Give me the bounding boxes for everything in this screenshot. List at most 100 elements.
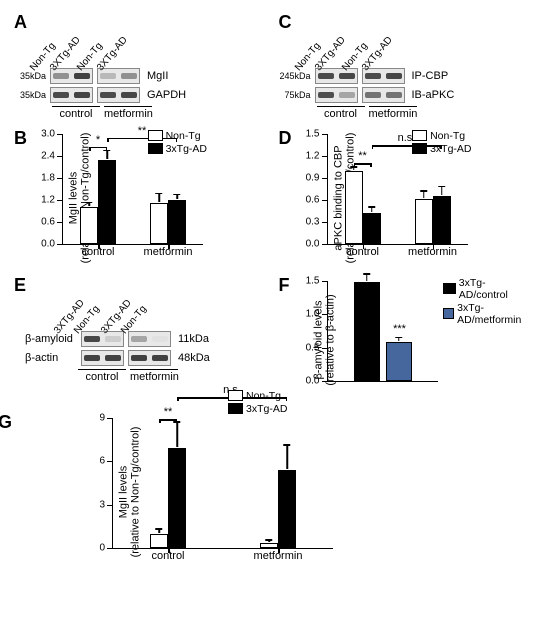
bar xyxy=(345,171,363,244)
band xyxy=(74,92,90,98)
y-tick-label: 0.0 xyxy=(33,239,55,250)
y-tick-label: 1.5 xyxy=(298,276,320,287)
band xyxy=(53,92,69,98)
legend-swatch xyxy=(148,130,163,141)
bar xyxy=(80,207,98,244)
kda-label: 11kDa xyxy=(178,333,209,345)
band-group xyxy=(315,87,358,103)
legend-swatch xyxy=(228,390,243,401)
legend-label: Non-Tg xyxy=(166,130,201,142)
row-label: IB-aPKC xyxy=(412,89,455,101)
panel-g: G MgII levels(relative to Non-Tg/control… xyxy=(12,412,533,571)
band xyxy=(339,92,355,98)
panel-d: D aPKC binding to CBP(relative to Non-Tg… xyxy=(277,128,534,267)
band-group xyxy=(50,87,93,103)
condition-label: metformin xyxy=(104,106,152,120)
legend-swatch xyxy=(412,130,427,141)
y-tick-label: 1.0 xyxy=(298,309,320,320)
bar xyxy=(168,448,186,548)
x-tick-label: metformin xyxy=(223,548,333,562)
y-tick-label: 1.5 xyxy=(298,129,320,140)
blot-c: Non-Tg3XTg-ADNon-Tg3XTg-AD245kDaIP-CBP75… xyxy=(277,12,534,120)
y-tick-label: 1.2 xyxy=(33,195,55,206)
row-label: β-actin xyxy=(25,352,77,364)
band-group xyxy=(81,350,124,366)
significance-label: ** xyxy=(154,406,182,418)
kda-label: 35kDa xyxy=(12,90,46,100)
x-tick-label: control xyxy=(328,244,398,258)
bar xyxy=(433,196,451,244)
y-tick-label: 0.5 xyxy=(298,342,320,353)
band xyxy=(105,355,121,361)
x-tick-label: metformin xyxy=(133,244,203,258)
panel-f: F β-amyloid levels(relative to β-actin)0… xyxy=(277,275,534,404)
y-tick-label: 1.2 xyxy=(298,151,320,162)
legend-swatch xyxy=(228,403,243,414)
legend-swatch xyxy=(412,143,427,154)
blot-e: 3XTg-ADNon-Tg3XTg-ADNon-Tgβ-amyloid11kDa… xyxy=(12,275,269,383)
band-group xyxy=(97,87,140,103)
panel-c: C Non-Tg3XTg-ADNon-Tg3XTg-AD245kDaIP-CBP… xyxy=(277,12,534,120)
y-tick-label: 0.6 xyxy=(298,195,320,206)
kda-label: 48kDa xyxy=(178,352,210,364)
condition-label: control xyxy=(317,106,365,120)
band xyxy=(152,355,168,361)
band xyxy=(84,355,100,361)
condition-label: metformin xyxy=(369,106,417,120)
band xyxy=(318,92,334,98)
bar: *** xyxy=(386,342,412,381)
significance-label: *** xyxy=(387,323,413,335)
panel-c-label: C xyxy=(279,12,292,33)
row-label: GAPDH xyxy=(147,89,186,101)
bar xyxy=(354,282,380,381)
legend-swatch xyxy=(443,308,455,319)
band-group xyxy=(128,350,171,366)
blot-a: Non-Tg3XTg-ADNon-Tg3XTg-AD35kDaMgII35kDa… xyxy=(12,12,269,120)
x-tick-label: control xyxy=(63,244,133,258)
band xyxy=(100,92,116,98)
legend-label: 3xTg-AD xyxy=(246,403,287,415)
panel-g-label: G xyxy=(0,412,12,433)
bar xyxy=(168,200,186,244)
y-tick-label: 3 xyxy=(83,499,105,510)
condition-label: control xyxy=(78,369,126,383)
y-tick-label: 9 xyxy=(83,413,105,424)
bar xyxy=(363,213,381,244)
bar xyxy=(98,160,116,244)
legend-label: Non-Tg xyxy=(430,130,465,142)
panel-a-label: A xyxy=(14,12,27,33)
y-tick-label: 0.6 xyxy=(33,217,55,228)
band xyxy=(131,355,147,361)
y-tick-label: 6 xyxy=(83,456,105,467)
x-tick-label: metformin xyxy=(398,244,468,258)
chart-g: MgII levels(relative to Non-Tg/control)0… xyxy=(62,412,533,571)
row-label: MgII xyxy=(147,70,168,82)
y-tick-label: 3.0 xyxy=(33,129,55,140)
legend-swatch xyxy=(148,143,163,154)
figure: A Non-Tg3XTg-ADNon-Tg3XTg-AD35kDaMgII35k… xyxy=(12,12,533,571)
legend-label: 3xTg-AD xyxy=(430,143,471,155)
significance-label: ** xyxy=(349,150,377,162)
legend-label: 3xTg-AD xyxy=(166,143,207,155)
chart-d: aPKC binding to CBP(relative to Non-Tg/c… xyxy=(277,128,534,267)
panel-b: B MgII levels(relative to Non-Tg/control… xyxy=(12,128,269,267)
kda-label: 75kDa xyxy=(277,90,311,100)
condition-label: control xyxy=(52,106,100,120)
chart-f: β-amyloid levels(relative to β-actin)0.0… xyxy=(277,275,534,404)
legend-label: Non-Tg xyxy=(246,390,281,402)
bar xyxy=(150,203,168,244)
band-group xyxy=(362,87,405,103)
band xyxy=(365,92,381,98)
y-tick-label: 0.0 xyxy=(298,239,320,250)
bar xyxy=(150,534,168,548)
y-tick-label: 0 xyxy=(83,543,105,554)
legend-label: 3xTg-AD/control xyxy=(459,277,525,301)
x-tick-label: control xyxy=(113,548,223,562)
panel-a: A Non-Tg3XTg-ADNon-Tg3XTg-AD35kDaMgII35k… xyxy=(12,12,269,120)
band xyxy=(121,92,137,98)
bar xyxy=(415,199,433,244)
y-tick-label: 1.8 xyxy=(33,173,55,184)
y-tick-label: 0.9 xyxy=(298,173,320,184)
chart-b: MgII levels(relative to Non-Tg/control)0… xyxy=(12,128,269,267)
bar xyxy=(278,470,296,548)
